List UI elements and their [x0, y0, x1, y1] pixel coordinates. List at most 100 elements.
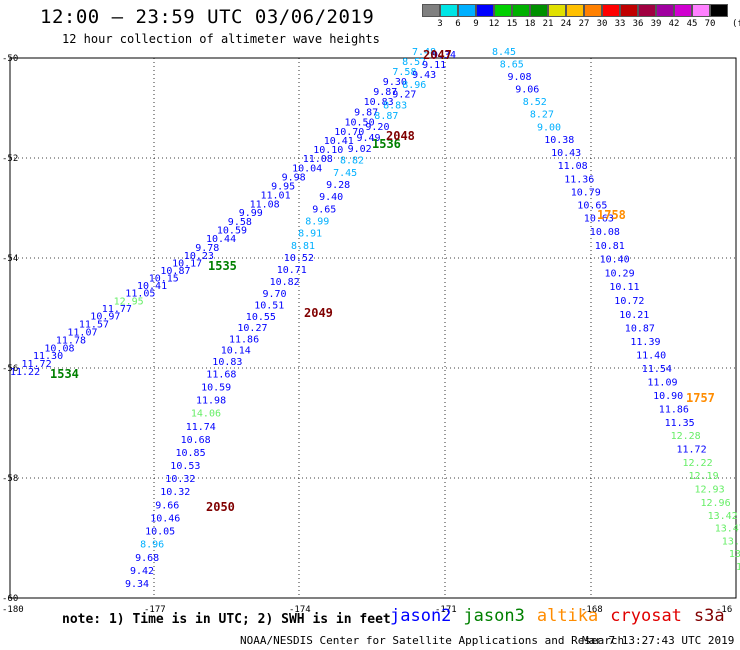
swh-value-label: 9.58: [228, 217, 252, 228]
swh-value-label: 11.54: [642, 364, 672, 375]
generation-timestamp: Mar 7 13:27:43 UTC 2019: [582, 634, 735, 647]
legend-swatch: [584, 4, 602, 17]
legend-swatch: [440, 4, 458, 17]
swh-value-label: 10.70: [334, 127, 364, 138]
swh-value-label: 8.52: [523, 97, 547, 108]
swh-value-label: 10.51: [254, 301, 284, 312]
swh-value-label: 7.58: [392, 67, 416, 78]
swh-value-label: 10.38: [544, 135, 574, 146]
swh-value-label: 11.05: [125, 289, 155, 300]
swh-value-label: 10.87: [625, 323, 655, 334]
legend-label: 24: [560, 19, 572, 29]
swh-value-label: 10.83: [364, 97, 394, 108]
legend-label: 6: [455, 19, 461, 29]
swh-value-label: 12.93: [695, 485, 725, 496]
legend-swatch: [656, 4, 674, 17]
swh-value-label: 11.08: [250, 199, 280, 210]
swh-value-label: 1: [736, 562, 740, 573]
swh-value-label: 10.43: [551, 148, 581, 159]
swh-value-label: 11.09: [647, 377, 677, 388]
swh-value-label: 12.19: [689, 471, 719, 482]
swh-value-label: 8.65: [500, 59, 524, 70]
swh-value-label: 9.20: [365, 122, 389, 133]
swh-value-label: 9.27: [392, 90, 416, 101]
swh-value-label: 8.91: [298, 229, 322, 240]
swh-value-label: 10.52: [284, 253, 314, 264]
swh-value-label: 12.22: [683, 458, 713, 469]
swh-value-label: 10.59: [217, 226, 247, 237]
swh-value-label: 11.01: [261, 191, 291, 202]
legend-label: 33: [614, 19, 626, 29]
swh-value-label: 10.32: [160, 487, 190, 498]
legend-swatch: [620, 4, 638, 17]
swh-value-label: 9.87: [354, 107, 378, 118]
swh-value-label: 13.42: [708, 511, 738, 522]
swh-value-label: 10.53: [170, 461, 200, 472]
swh-value-label: 10.32: [165, 474, 195, 485]
swh-value-label: 12.28: [671, 431, 701, 442]
swh-value-label: 11.77: [102, 304, 132, 315]
swh-value-label: 10.97: [90, 312, 120, 323]
swh-value-label: 11.86: [659, 404, 689, 415]
legend-swatch: [566, 4, 584, 17]
lat-tick-label: -56: [2, 364, 18, 374]
pass-time-label: 1535: [208, 259, 237, 273]
swh-value-label: 9.11: [422, 60, 446, 71]
swh-value-label: 11.08: [303, 154, 333, 165]
swh-value-label: 11.36: [564, 174, 594, 185]
swh-value-label: 9.43: [412, 70, 436, 81]
legend-label: 3: [437, 19, 443, 29]
legend-swatch: [530, 4, 548, 17]
legend-swatch: [476, 4, 494, 17]
legend-swatch: [548, 4, 566, 17]
swh-value-label: 9.66: [155, 500, 179, 511]
legend-swatch: [494, 4, 512, 17]
legend-label: 36: [632, 19, 644, 29]
swh-value-label: 9.34: [125, 579, 149, 590]
map-title: 12:00 — 23:59 UTC 03/06/2019: [40, 6, 375, 28]
swh-value-label: 9.78: [195, 243, 219, 254]
legend-label: 70: [704, 19, 716, 29]
swh-value-label: 11.22: [10, 367, 40, 378]
swh-value-label: 10.82: [270, 277, 300, 288]
swh-value-label: 10.05: [145, 527, 175, 538]
pass-time-label: 2047: [423, 48, 452, 62]
legend-label: 12: [488, 19, 500, 29]
lat-tick-label: -60: [2, 594, 18, 604]
swh-value-label: 10.72: [614, 296, 644, 307]
swh-value-label: 10.27: [237, 323, 267, 334]
swh-value-label: 10.90: [653, 391, 683, 402]
swh-value-label: 8.57: [402, 57, 426, 68]
satellite-jason3: jason3: [463, 606, 525, 626]
legend-swatch: [638, 4, 656, 17]
swh-value-label: 10.15: [149, 274, 179, 285]
footnote: note: 1) Time is in UTC; 2) SWH is in fe…: [62, 612, 391, 627]
satellite-s3a: s3a: [693, 606, 725, 626]
pass-time-label: 1758: [597, 208, 626, 222]
swh-value-label: 10.50: [345, 117, 375, 128]
lon-tick-label: -180: [2, 605, 24, 615]
swh-value-label: 9.68: [135, 553, 159, 564]
swh-value-label: 12.96: [701, 498, 731, 509]
swh-value-label: 9.30: [383, 77, 407, 88]
swh-value-label: 11.78: [56, 335, 86, 346]
swh-value-label: 11.07: [67, 328, 97, 339]
swh-value-label: 9.40: [319, 192, 343, 203]
legend-label: 45: [686, 19, 698, 29]
swh-value-label: 10.23: [184, 251, 214, 262]
swh-value-label: 11.57: [79, 320, 109, 331]
swh-value-label: 13.: [729, 549, 740, 560]
lon-tick-label: -168: [581, 605, 603, 615]
swh-value-label: 8.87: [374, 111, 398, 122]
swh-value-label: 10.04: [292, 163, 322, 174]
swh-value-label: 9.99: [239, 208, 263, 219]
swh-value-label: 11.39: [630, 337, 660, 348]
lon-tick-label: -177: [144, 605, 166, 615]
map-frame: [9, 57, 737, 599]
swh-value-label: 10.68: [181, 435, 211, 446]
swh-value-label: 9.02: [348, 144, 372, 155]
legend-swatch: [692, 4, 710, 17]
swh-value-label: 10.29: [605, 268, 635, 279]
swh-value-label: 10.55: [246, 312, 276, 323]
